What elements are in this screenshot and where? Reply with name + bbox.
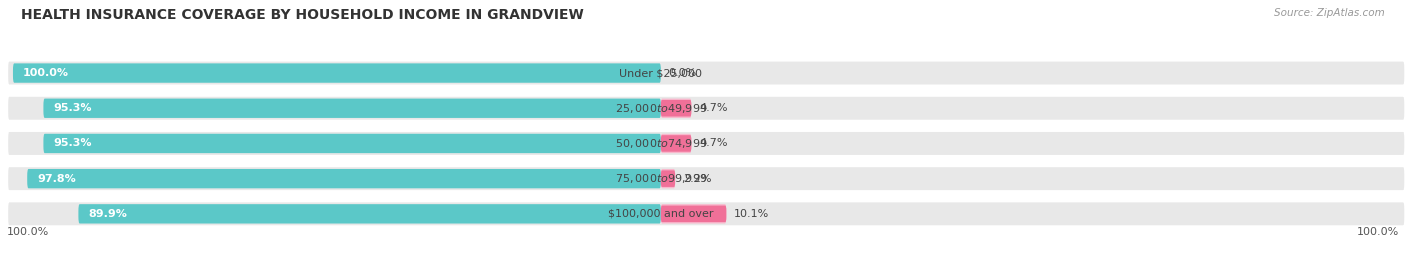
Text: 100.0%: 100.0% — [22, 68, 69, 78]
Text: 4.7%: 4.7% — [699, 139, 728, 148]
Text: 0.0%: 0.0% — [669, 68, 697, 78]
FancyBboxPatch shape — [44, 134, 661, 153]
Text: $75,000 to $99,999: $75,000 to $99,999 — [614, 172, 707, 185]
FancyBboxPatch shape — [661, 169, 675, 188]
Text: 10.1%: 10.1% — [734, 209, 769, 219]
Text: 100.0%: 100.0% — [7, 227, 49, 237]
FancyBboxPatch shape — [661, 134, 692, 153]
FancyBboxPatch shape — [44, 98, 661, 118]
Text: 100.0%: 100.0% — [1357, 227, 1399, 237]
FancyBboxPatch shape — [7, 130, 1406, 157]
Text: $100,000 and over: $100,000 and over — [609, 209, 714, 219]
Text: $50,000 to $74,999: $50,000 to $74,999 — [614, 137, 707, 150]
FancyBboxPatch shape — [7, 95, 1406, 121]
Text: 4.7%: 4.7% — [699, 103, 728, 113]
Text: 95.3%: 95.3% — [53, 103, 91, 113]
FancyBboxPatch shape — [661, 98, 692, 118]
FancyBboxPatch shape — [661, 204, 727, 224]
FancyBboxPatch shape — [7, 60, 1406, 86]
Text: 2.2%: 2.2% — [683, 174, 711, 184]
FancyBboxPatch shape — [661, 170, 675, 187]
FancyBboxPatch shape — [7, 165, 1406, 192]
FancyBboxPatch shape — [7, 201, 1406, 227]
FancyBboxPatch shape — [13, 63, 661, 83]
FancyBboxPatch shape — [661, 206, 727, 222]
Text: Source: ZipAtlas.com: Source: ZipAtlas.com — [1274, 8, 1385, 18]
FancyBboxPatch shape — [27, 169, 661, 188]
Text: $25,000 to $49,999: $25,000 to $49,999 — [614, 102, 707, 115]
FancyBboxPatch shape — [79, 204, 661, 224]
FancyBboxPatch shape — [661, 100, 692, 116]
FancyBboxPatch shape — [661, 135, 692, 152]
Text: HEALTH INSURANCE COVERAGE BY HOUSEHOLD INCOME IN GRANDVIEW: HEALTH INSURANCE COVERAGE BY HOUSEHOLD I… — [21, 8, 583, 22]
Text: 95.3%: 95.3% — [53, 139, 91, 148]
Text: 89.9%: 89.9% — [89, 209, 127, 219]
Text: 97.8%: 97.8% — [37, 174, 76, 184]
Text: Under $25,000: Under $25,000 — [620, 68, 703, 78]
